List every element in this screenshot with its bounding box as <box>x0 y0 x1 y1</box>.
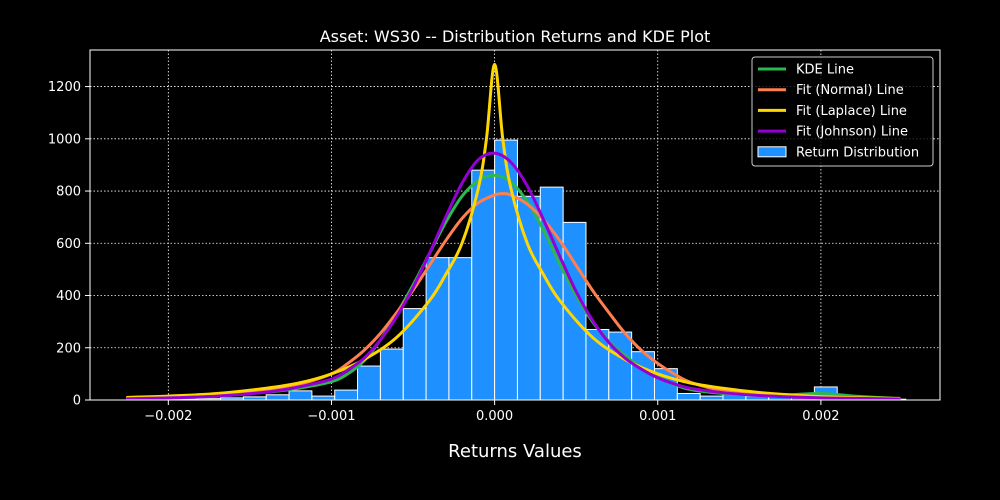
histogram-bar-9 <box>334 389 359 401</box>
chart-title: Asset: WS30 -- Distribution Returns and … <box>320 27 711 46</box>
y-tick-label-2: 400 <box>56 289 81 304</box>
x-tick-label-0: −0.002 <box>144 409 192 424</box>
histogram-bar-6 <box>265 394 290 401</box>
legend-label-3: Fit (Johnson) Line <box>796 125 908 140</box>
x-axis-label: Returns Values <box>448 441 582 462</box>
y-tick-label-5: 1000 <box>48 132 81 147</box>
histogram-bars <box>128 139 907 401</box>
legend-label-2: Fit (Laplace) Line <box>796 104 907 119</box>
histogram-bar-13 <box>425 257 450 401</box>
histogram-bar-14 <box>448 257 473 401</box>
y-tick-label-0: 0 <box>73 394 81 409</box>
histogram-bar-24 <box>676 392 701 401</box>
histogram-bar-10 <box>357 365 381 401</box>
plot-frame <box>89 49 941 401</box>
legend-swatch-histogram <box>757 146 787 158</box>
histogram-bar-12 <box>402 308 427 401</box>
series-line-fit-laplace-line <box>126 62 901 400</box>
series-line-fit-johnson-line <box>126 151 901 401</box>
y-tick-label-4: 800 <box>56 185 81 200</box>
x-tick-label-3: 0.001 <box>639 409 676 424</box>
x-axis-ticks: −0.002 −0.001 0.000 0.001 0.002 <box>144 400 840 424</box>
y-tick-label-6: 1200 <box>48 80 81 95</box>
x-tick-label-2: 0.000 <box>476 409 513 424</box>
histogram-bar-25 <box>699 395 724 401</box>
legend-label-1: Fit (Normal) Line <box>796 83 904 98</box>
legend-label-0: KDE Line <box>796 63 854 78</box>
legend-box <box>751 56 934 167</box>
histogram-bar-7 <box>288 390 313 401</box>
legend-label-histogram: Return Distribution <box>796 145 919 160</box>
histogram-bar-8 <box>311 395 336 401</box>
histogram-bar-11 <box>379 348 404 401</box>
y-axis-ticks: 0 200 400 600 800 1000 1200 <box>48 80 90 409</box>
histogram-bar-21 <box>608 331 633 401</box>
y-tick-label-3: 600 <box>56 237 81 252</box>
legend: KDE Line Fit (Normal) Line Fit (Laplace) L… <box>751 56 934 167</box>
x-tick-label-1: −0.001 <box>307 409 355 424</box>
x-tick-label-4: 0.002 <box>802 409 839 424</box>
series-lines <box>126 62 901 401</box>
y-tick-label-1: 200 <box>56 341 81 356</box>
